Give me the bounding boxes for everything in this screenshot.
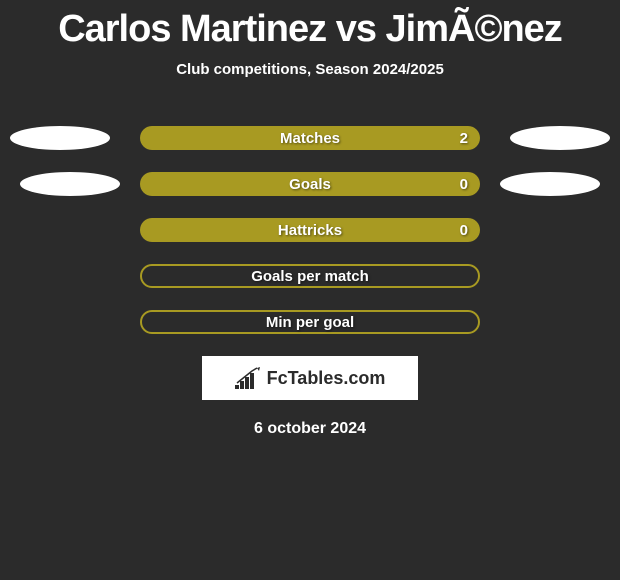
- stat-label: Goals: [289, 176, 331, 193]
- stat-row-goals: Goals 0: [0, 172, 620, 196]
- date-text: 6 october 2024: [0, 420, 620, 438]
- logo-text: FcTables.com: [267, 368, 386, 389]
- stat-row-hattricks: Hattricks 0: [0, 218, 620, 242]
- stat-value: 0: [460, 222, 468, 239]
- ellipse-left-icon: [10, 126, 110, 150]
- page-title: Carlos Martinez vs JimÃ©nez: [0, 0, 620, 51]
- stat-label: Goals per match: [251, 268, 369, 285]
- ellipse-right-icon: [510, 126, 610, 150]
- stat-bar: Goals 0: [140, 172, 480, 196]
- stat-row-min-per-goal: Min per goal: [0, 310, 620, 334]
- stat-label: Matches: [280, 130, 340, 147]
- ellipse-right-icon: [500, 172, 600, 196]
- stats-bars-container: Matches 2 Goals 0 Hattricks 0 Goals per …: [0, 126, 620, 334]
- stat-value: 0: [460, 176, 468, 193]
- stat-bar: Hattricks 0: [140, 218, 480, 242]
- stat-label: Min per goal: [266, 314, 354, 331]
- stat-row-goals-per-match: Goals per match: [0, 264, 620, 288]
- stat-label: Hattricks: [278, 222, 342, 239]
- stat-bar: Matches 2: [140, 126, 480, 150]
- logo-content: FcTables.com: [235, 367, 386, 389]
- stat-row-matches: Matches 2: [0, 126, 620, 150]
- ellipse-left-icon: [20, 172, 120, 196]
- stat-value: 2: [460, 130, 468, 147]
- stat-bar: Goals per match: [140, 264, 480, 288]
- subtitle: Club competitions, Season 2024/2025: [0, 61, 620, 78]
- logo-box: FcTables.com: [202, 356, 418, 400]
- stat-bar: Min per goal: [140, 310, 480, 334]
- fctables-logo-icon: [235, 367, 263, 389]
